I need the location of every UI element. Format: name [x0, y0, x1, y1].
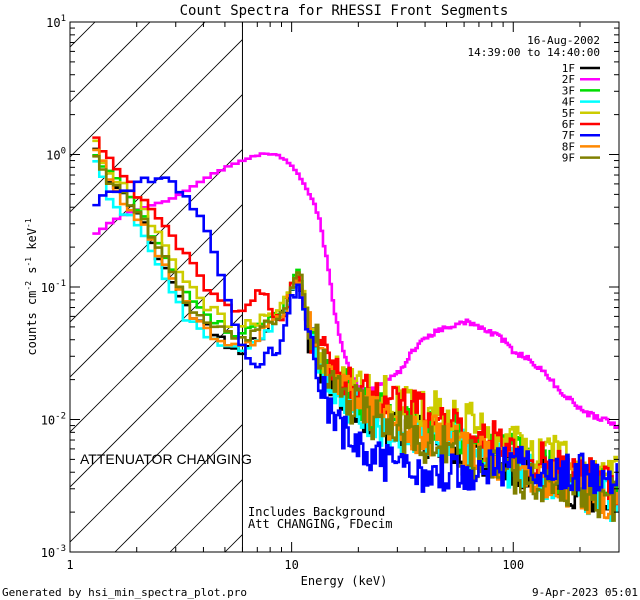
- series-7F: [92, 176, 618, 495]
- series-2F: [92, 152, 619, 430]
- hatch-line: [70, 22, 151, 103]
- hatch-line: [70, 22, 96, 48]
- footer-generated: Generated by hsi_min_spectra_plot.pro: [2, 586, 247, 599]
- hatch-line: [70, 38, 243, 213]
- series-5F: [92, 139, 618, 481]
- hatch-line: [70, 148, 243, 323]
- hatch-line: [114, 423, 243, 552]
- legend-label-3F: 3F: [562, 84, 575, 97]
- hatch-line: [70, 22, 206, 158]
- y-tick-label: 101: [46, 14, 66, 30]
- hatch-line: [70, 368, 243, 543]
- chart-title: Count Spectra for RHESSI Front Segments: [180, 3, 509, 19]
- legend-label-9F: 9F: [562, 152, 575, 165]
- legend-label-4F: 4F: [562, 96, 575, 109]
- legend-label-6F: 6F: [562, 118, 575, 131]
- x-tick-label: 1: [66, 558, 73, 572]
- background-annotation: Includes Background: [248, 505, 385, 519]
- y-axis-label: counts cm-2 s-1 keV-1: [24, 218, 39, 355]
- series-9F: [92, 155, 618, 522]
- y-tick-label: 10-2: [41, 412, 66, 428]
- legend-label-2F: 2F: [562, 73, 575, 86]
- att-state-annotation: Att CHANGING, FDecim: [248, 517, 393, 531]
- attenuator-annotation: ATTENUATOR CHANGING: [80, 451, 252, 467]
- x-tick-label: 10: [284, 558, 298, 572]
- info-time-range: 14:39:00 to 14:40:00: [468, 46, 600, 59]
- y-tick-label: 10-3: [41, 544, 66, 560]
- series-group: [92, 136, 619, 522]
- x-tick-labels: 1 10 100: [66, 558, 524, 572]
- legend-label-5F: 5F: [562, 107, 575, 120]
- legend-label-1F: 1F: [562, 62, 575, 75]
- y-tick-label: 100: [46, 147, 66, 163]
- y-tick-labels: 10-3 10-2 10-1 100 101: [41, 14, 66, 560]
- info-date: 16-Aug-2002: [527, 34, 600, 47]
- legend-label-8F: 8F: [562, 140, 575, 153]
- hatch-line: [70, 258, 243, 433]
- legend-label-7F: 7F: [562, 129, 575, 142]
- x-tick-label: 100: [502, 558, 524, 572]
- y-tick-label: 10-1: [41, 279, 66, 295]
- x-axis-label: Energy (keV): [301, 574, 388, 588]
- footer-timestamp: 9-Apr-2023 05:01: [532, 586, 638, 599]
- axis-ticks: [69, 21, 620, 553]
- hatch-line: [70, 313, 243, 488]
